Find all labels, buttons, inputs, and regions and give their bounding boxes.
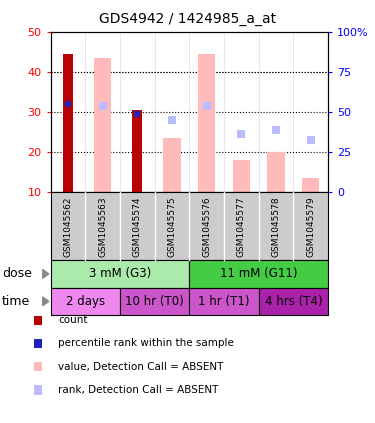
Text: 1 hr (T1): 1 hr (T1)	[198, 295, 250, 308]
Text: rank, Detection Call = ABSENT: rank, Detection Call = ABSENT	[58, 385, 219, 395]
Bar	[94, 58, 111, 192]
Bar	[132, 110, 142, 192]
Text: 4 hrs (T4): 4 hrs (T4)	[265, 295, 322, 308]
Bar	[198, 54, 215, 192]
Text: GSM1045578: GSM1045578	[272, 196, 280, 257]
Text: value, Detection Call = ABSENT: value, Detection Call = ABSENT	[58, 362, 223, 372]
Text: 10 hr (T0): 10 hr (T0)	[125, 295, 184, 308]
Text: time: time	[2, 295, 30, 308]
Text: GSM1045579: GSM1045579	[306, 196, 315, 257]
Bar	[63, 54, 73, 192]
Text: GSM1045574: GSM1045574	[133, 196, 142, 257]
Text: GSM1045577: GSM1045577	[237, 196, 246, 257]
Bar	[267, 152, 285, 192]
Text: GSM1045575: GSM1045575	[168, 196, 177, 257]
Text: GSM1045576: GSM1045576	[202, 196, 211, 257]
Text: 3 mM (G3): 3 mM (G3)	[89, 267, 151, 280]
Text: count: count	[58, 315, 88, 325]
Text: GSM1045563: GSM1045563	[98, 196, 107, 257]
Text: GDS4942 / 1424985_a_at: GDS4942 / 1424985_a_at	[99, 12, 276, 26]
Text: dose: dose	[2, 267, 32, 280]
Bar	[302, 179, 320, 192]
Text: GSM1045562: GSM1045562	[63, 196, 72, 257]
Text: 11 mM (G11): 11 mM (G11)	[220, 267, 297, 280]
Bar	[233, 160, 250, 192]
Text: 2 days: 2 days	[66, 295, 105, 308]
Text: percentile rank within the sample: percentile rank within the sample	[58, 338, 234, 349]
Bar	[164, 138, 181, 192]
